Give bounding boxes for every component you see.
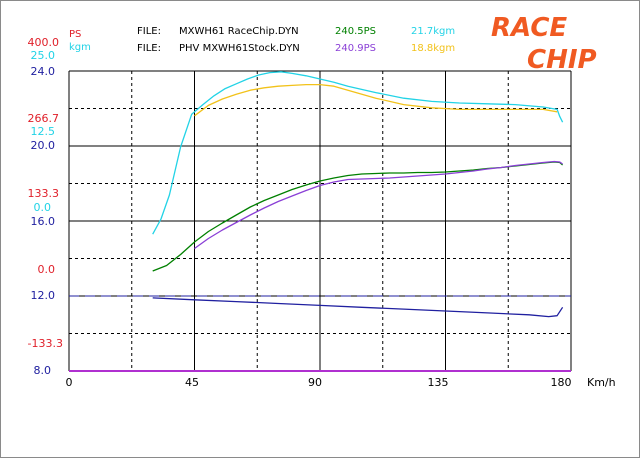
file2-kgm: 18.8kgm [411,43,455,54]
file2-name: PHV MXWH61Stock.DYN [179,43,300,54]
third-axis-tick-label: 20.0 [31,139,56,152]
series-line-2405ps [152,161,564,272]
kgm-tick-label: 12.5 [31,125,56,138]
ps-tick-label: -133.3 [28,337,63,350]
x-tick-label: 45 [185,376,199,389]
third-axis-tick-label: 12.0 [31,289,56,302]
series-line-third [152,297,564,318]
file2-prefix: FILE: [137,43,161,54]
ps-axis-label: PS [69,29,81,40]
third-axis-tick-label: 8.0 [34,364,52,377]
ps-tick-label: 133.3 [28,187,60,200]
file1-kgm: 21.7kgm [411,26,455,37]
file1-prefix: FILE: [137,26,161,37]
grid-layer [68,70,572,371]
series-layer [152,71,564,318]
third-axis-tick-label: 24.0 [31,65,56,78]
kgm-tick-label: 25.0 [31,49,56,62]
file1-name: MXWH61 RaceChip.DYN [179,26,299,37]
file1-ps: 240.5PS [335,26,376,37]
ps-tick-label: 0.0 [38,263,56,276]
ps-tick-label: 400.0 [28,36,60,49]
kgm-axis-label: kgm [69,42,91,53]
series-line-217kgm [152,71,564,235]
reference-lines [69,295,571,372]
file2-ps: 240.9PS [335,43,376,54]
logo-race: RACE [491,13,567,43]
logo-chip: CHIP [527,45,597,75]
x-tick-label: 180 [551,376,572,389]
x-tick-label: 135 [428,376,449,389]
series-line-2409ps [194,160,563,250]
racechip-logo: RACE CHIP [491,13,597,75]
x-axis-unit: Km/h [587,376,616,389]
third-axis-tick-label: 16.0 [31,215,56,228]
ps-tick-label: 266.7 [28,112,60,125]
x-tick-label: 0 [66,376,73,389]
x-tick-label: 90 [308,376,322,389]
kgm-tick-label: 0.0 [34,201,52,214]
series-line-188kgm [194,83,558,117]
